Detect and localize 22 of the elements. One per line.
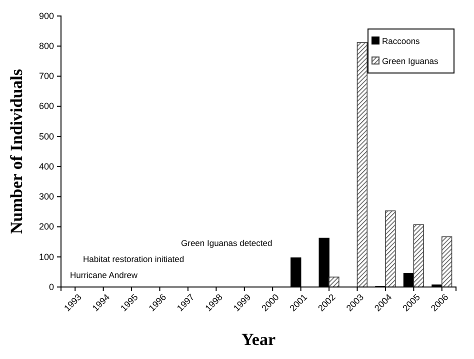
y-tick-label: 400 [38, 161, 54, 172]
bar [385, 210, 396, 288]
annotation: Green Iguanas detected [181, 238, 272, 248]
bar [328, 276, 340, 288]
annotation: Hurricane Andrew [70, 270, 138, 280]
bar [356, 42, 368, 288]
y-tick-label: 100 [38, 252, 54, 262]
y-axis-title: Number of Individuals [7, 68, 26, 234]
y-tick-label: 300 [38, 192, 54, 202]
bar [413, 224, 424, 288]
y-tick-label: 600 [38, 101, 54, 112]
y-tick-label: 0 [48, 282, 54, 292]
legend-label: Green Iguanas [382, 56, 438, 66]
y-tick-label: 500 [38, 131, 54, 142]
y-tick-label: 800 [38, 40, 54, 51]
bar [441, 236, 452, 288]
x-axis-title: Year [242, 330, 276, 349]
y-tick-label: 900 [38, 10, 54, 21]
y-tick-label: 700 [38, 71, 54, 82]
annotation: Habitat restoration initiated [83, 254, 184, 264]
legend-label: Raccoons [382, 36, 420, 46]
y-tick-label: 200 [38, 222, 54, 232]
